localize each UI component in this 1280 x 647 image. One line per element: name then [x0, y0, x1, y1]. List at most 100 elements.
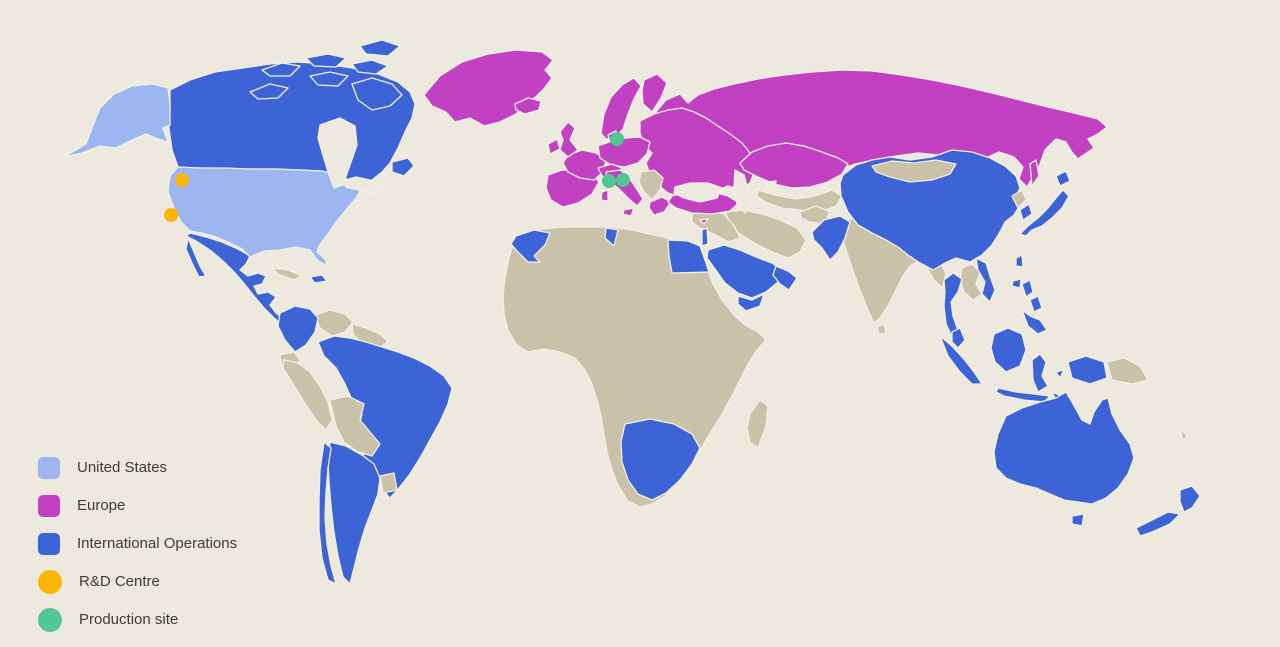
legend: United States Europe International Operati…	[38, 456, 237, 632]
island-hokkaido[interactable]	[1055, 170, 1071, 187]
country-sri-lanka[interactable]	[876, 323, 887, 335]
arctic-island-1[interactable]	[249, 83, 289, 100]
country-australia[interactable]	[993, 391, 1135, 505]
arctic-island-4[interactable]	[309, 71, 349, 87]
island-new-caledonia[interactable]	[1179, 427, 1188, 442]
island-philippines-1[interactable]	[1021, 279, 1034, 298]
country-madagascar[interactable]	[746, 399, 769, 449]
region-guyanas[interactable]	[351, 323, 389, 351]
island-nz-north[interactable]	[1179, 485, 1201, 513]
country-uruguay[interactable]	[379, 472, 398, 494]
island-philippines-2[interactable]	[1029, 295, 1043, 313]
island-tasmania[interactable]	[1071, 513, 1085, 527]
country-chile[interactable]	[318, 441, 337, 585]
legend-label: United States	[77, 459, 168, 476]
island-baffin[interactable]	[351, 77, 403, 111]
legend-swatch-circle	[38, 607, 62, 632]
country-kazakhstan[interactable]	[739, 142, 849, 189]
island-sicily[interactable]	[622, 207, 635, 217]
island-moluccas[interactable]	[1055, 369, 1065, 379]
inland-water	[317, 117, 777, 214]
region-no-presence-overlay[interactable]	[329, 159, 1149, 494]
island-new-guinea-west[interactable]	[1067, 355, 1108, 385]
country-yemen[interactable]	[737, 293, 765, 312]
region-no-presence[interactable]	[271, 169, 1188, 508]
production-sites-marker[interactable]	[602, 174, 616, 188]
island-hainan[interactable]	[1011, 278, 1022, 289]
island-philippines-3[interactable]	[1021, 309, 1048, 335]
country-mexico-central-america[interactable]	[185, 232, 299, 333]
arctic-island-2[interactable]	[261, 62, 301, 77]
region-southern-africa[interactable]	[620, 418, 701, 501]
island-hispaniola[interactable]	[309, 274, 328, 284]
country-france[interactable]	[562, 149, 607, 181]
country-argentina[interactable]	[327, 441, 381, 585]
country-egypt[interactable]	[667, 239, 710, 274]
region-balkans[interactable]	[638, 169, 664, 201]
country-greenland[interactable]	[423, 49, 554, 127]
island-cyprus[interactable]	[699, 218, 709, 225]
country-uk[interactable]	[559, 121, 579, 158]
country-saudi-arabia[interactable]	[706, 244, 783, 299]
island-sardinia[interactable]	[600, 189, 609, 202]
country-ireland[interactable]	[547, 138, 561, 155]
country-norway-sweden[interactable]	[600, 77, 642, 140]
legend-swatch-square	[38, 456, 60, 479]
country-greece[interactable]	[648, 196, 672, 216]
island-nova-scotia[interactable]	[391, 157, 415, 177]
hudson-bay	[317, 117, 358, 189]
legend-item-production-site[interactable]: Production site	[38, 607, 237, 632]
rnd-centres-marker[interactable]	[175, 173, 189, 187]
island-taiwan[interactable]	[1015, 254, 1024, 268]
legend-item-international-operations[interactable]: International Operations	[38, 532, 237, 555]
country-japan[interactable]	[1019, 189, 1070, 237]
country-tunisia[interactable]	[604, 227, 619, 247]
legend-label: R&D Centre	[79, 573, 160, 590]
country-iceland[interactable]	[514, 97, 542, 115]
legend-swatch-square	[38, 494, 60, 517]
state-alaska[interactable]	[63, 83, 171, 158]
island-sakhalin[interactable]	[1029, 159, 1040, 187]
great-lakes	[341, 176, 383, 194]
country-finland[interactable]	[641, 73, 668, 113]
region-europe[interactable]	[423, 49, 1108, 208]
arctic-island-5[interactable]	[351, 59, 389, 75]
legend-label: Production site	[79, 611, 179, 628]
country-thailand[interactable]	[943, 272, 963, 338]
country-iran[interactable]	[725, 209, 807, 259]
country-png-east[interactable]	[1106, 357, 1149, 385]
legend-item-r-d-centre[interactable]: R&D Centre	[38, 569, 237, 594]
peninsula-baja[interactable]	[185, 237, 207, 278]
country-morocco[interactable]	[510, 229, 551, 263]
country-north-korea[interactable]	[1011, 189, 1027, 209]
country-cuba[interactable]	[271, 267, 303, 281]
island-borneo[interactable]	[990, 327, 1027, 373]
island-sumatra[interactable]	[939, 335, 983, 385]
country-colombia[interactable]	[277, 305, 319, 353]
country-bolivia-paraguay[interactable]	[329, 395, 381, 457]
island-ellesmere[interactable]	[359, 39, 401, 57]
legend-swatch-circle	[38, 569, 62, 594]
country-china[interactable]	[839, 149, 1021, 271]
island-sulawesi[interactable]	[1031, 353, 1049, 393]
region-central-asia[interactable]	[756, 189, 843, 213]
country-usa[interactable]	[167, 166, 363, 267]
legend-item-united-states[interactable]: United States	[38, 456, 237, 479]
country-israel[interactable]	[701, 227, 709, 247]
country-vietnam[interactable]	[975, 257, 996, 303]
legend-item-europe[interactable]: Europe	[38, 494, 237, 517]
production-sites-marker[interactable]	[616, 173, 630, 187]
rnd-centres-marker[interactable]	[164, 208, 178, 222]
country-oman[interactable]	[772, 265, 798, 291]
country-south-korea[interactable]	[1019, 203, 1033, 221]
country-peru[interactable]	[282, 359, 333, 431]
region-international-operations[interactable]	[168, 39, 1201, 585]
country-malaysia[interactable]	[951, 327, 966, 349]
country-pakistan[interactable]	[811, 215, 851, 261]
region-united-states[interactable]	[63, 83, 363, 267]
island-nz-south[interactable]	[1135, 511, 1181, 537]
production-sites-marker[interactable]	[610, 132, 624, 146]
arctic-island-3[interactable]	[305, 53, 347, 68]
country-mongolia[interactable]	[871, 159, 957, 183]
country-venezuela[interactable]	[314, 309, 354, 337]
